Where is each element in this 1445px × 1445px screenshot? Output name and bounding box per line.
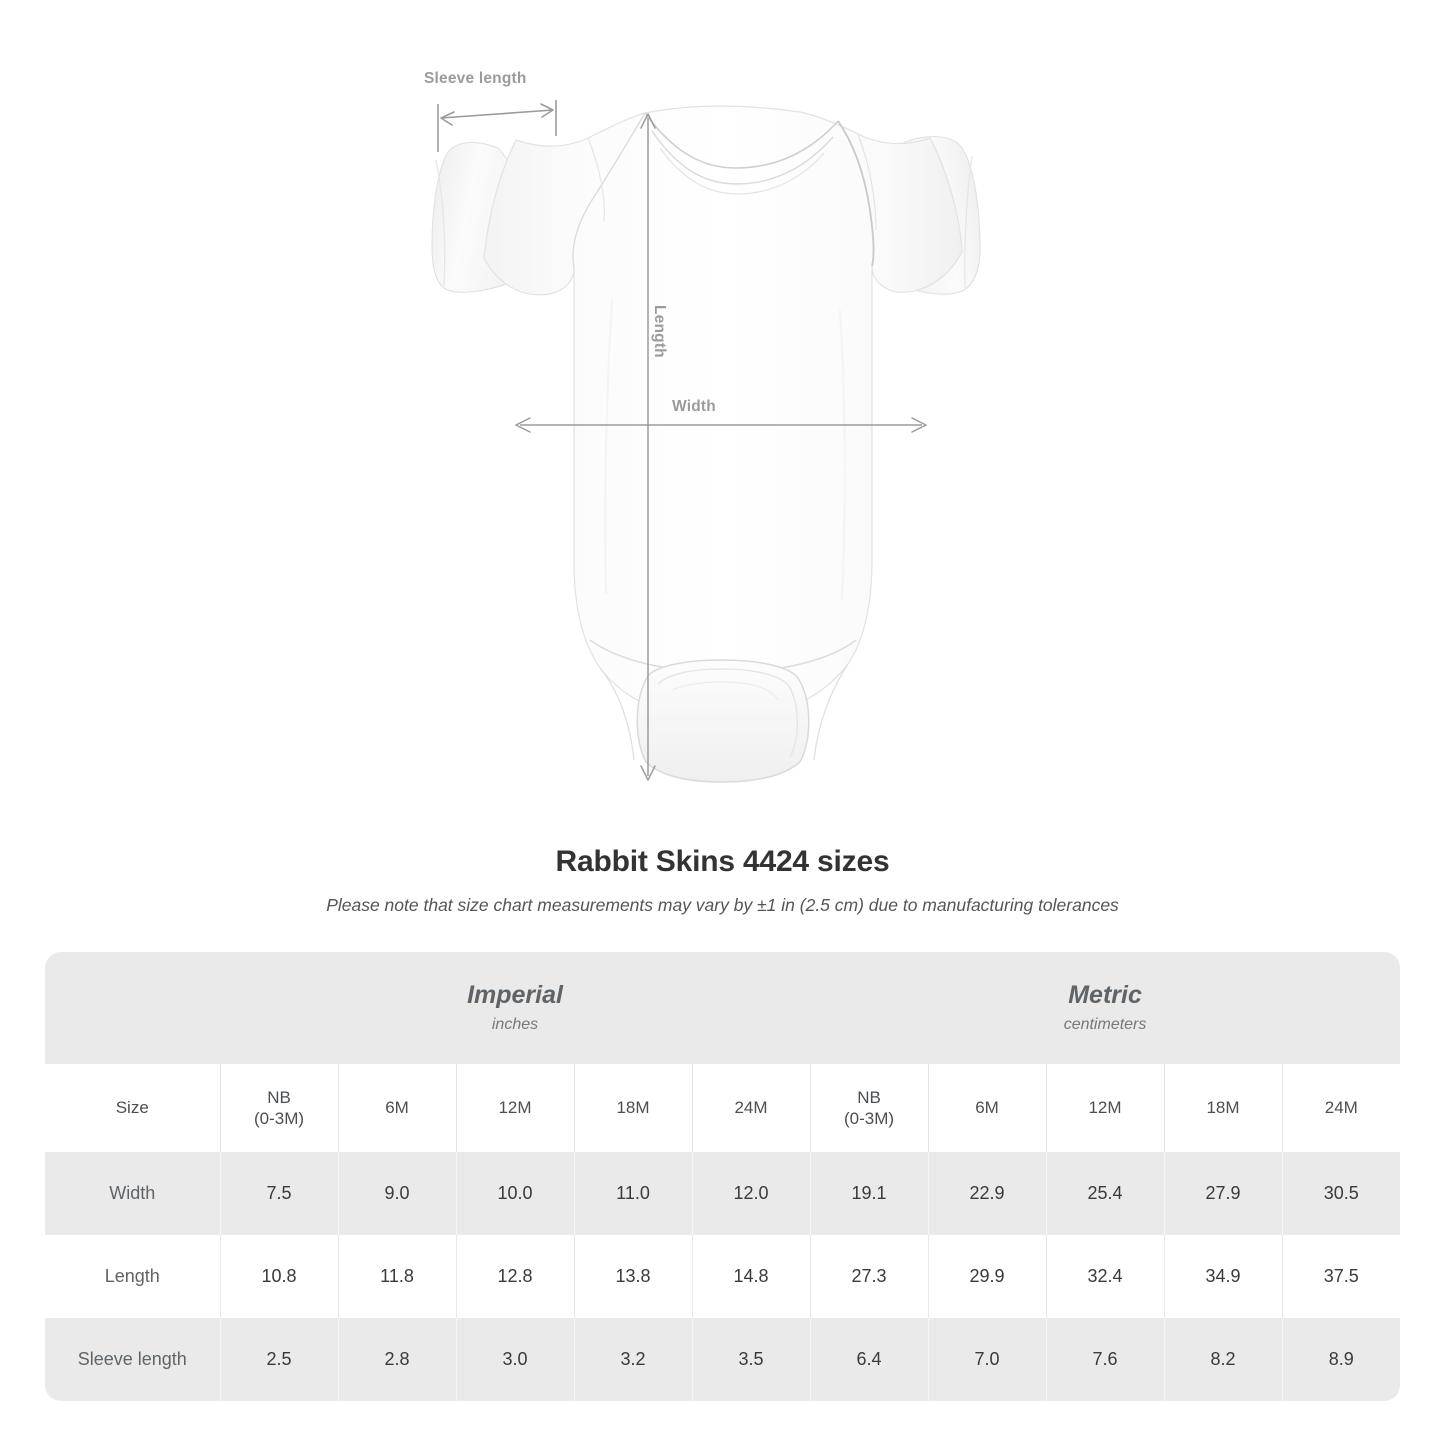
unit-header-metric: Metric centimeters [810,952,1401,1064]
cell-sleeve-3: 3.2 [573,1318,692,1401]
unit-header-imperial: Imperial inches [220,952,811,1064]
cell-sleeve-9: 8.9 [1281,1318,1401,1401]
cell-width-7: 25.4 [1045,1152,1165,1235]
body-fold-right [839,309,846,601]
right-armhole-fold [857,133,877,231]
size-main-6: 6M [975,1098,999,1118]
unit-header-spacer [45,952,220,1064]
right-sleeve-fold [964,155,973,289]
cell-length-8: 34.9 [1163,1235,1283,1318]
cell-sleeve-7: 7.6 [1045,1318,1165,1401]
size-header-cell-6: 6M [927,1064,1047,1152]
left-shoulder-seam [572,112,646,269]
title-block: Rabbit Skins 4424 sizes Please note that… [0,845,1445,916]
cell-width-4: 12.0 [691,1152,811,1235]
cell-sleeve-4: 3.5 [691,1318,811,1401]
size-main-0: NB [267,1087,291,1107]
cell-length-3: 13.8 [573,1235,692,1318]
cell-sleeve-8: 8.2 [1163,1318,1283,1401]
neckline-inner [651,130,834,185]
cell-width-6: 22.9 [927,1152,1047,1235]
cell-width-0: 7.5 [219,1152,338,1235]
size-main-5: NB [857,1087,881,1107]
size-header-label: Size [45,1064,220,1152]
size-table-container: Imperial inches Metric centimeters Size … [45,952,1401,1401]
cell-sleeve-5: 6.4 [809,1318,929,1401]
size-sub-0: (0-3M) [253,1109,305,1128]
left-leg-opening [599,667,635,761]
size-main-3: 18M [616,1098,650,1118]
size-table: Imperial inches Metric centimeters Size … [45,952,1401,1401]
unit-name-imperial: Imperial [467,980,563,1009]
left-armhole-fold [587,137,605,223]
cell-sleeve-1: 2.8 [337,1318,456,1401]
cell-length-1: 11.8 [337,1235,456,1318]
table-row: Width 7.5 9.0 10.0 11.0 12.0 19.1 22.9 2… [45,1152,1401,1235]
right-leg-opening [813,663,849,761]
garment-illustration: Sleeve length Width Length [424,70,981,783]
size-main-8: 18M [1206,1098,1240,1118]
row-label-sleeve-length: Sleeve length [45,1318,220,1401]
unit-sub-imperial: inches [491,1016,539,1034]
unit-header-row: Imperial inches Metric centimeters [45,952,1401,1064]
left-sleeve-fold [435,159,446,287]
cell-length-9: 37.5 [1281,1235,1401,1318]
size-header-cell-9: 24M [1281,1064,1401,1152]
size-main-4: 24M [734,1098,768,1118]
unit-sub-metric: centimeters [1063,1016,1147,1034]
crotch-snap-line [671,681,779,701]
size-header-cell-3: 18M [573,1064,692,1152]
body-fold-left [604,299,613,595]
cell-width-3: 11.0 [573,1152,692,1235]
crotch-flap-seam [657,668,798,758]
sleeve-length-label: Sleeve length [424,70,527,87]
unit-name-metric: Metric [1068,980,1142,1009]
cell-sleeve-6: 7.0 [927,1318,1047,1401]
cell-length-2: 12.8 [455,1235,574,1318]
size-header-cell-1: 6M [337,1064,456,1152]
cell-length-7: 32.4 [1045,1235,1165,1318]
length-dimension [640,113,656,781]
table-row: Length 10.8 11.8 12.8 13.8 14.8 27.3 29.… [45,1235,1401,1318]
size-header-row: Size NB (0-3M) 6M 12M 18M 24M [45,1064,1401,1152]
size-header-cell-7: 12M [1045,1064,1165,1152]
cell-length-0: 10.8 [219,1235,338,1318]
page-title: Rabbit Skins 4424 sizes [555,845,890,878]
size-sub-5: (0-3M) [843,1109,895,1128]
cell-length-4: 14.8 [691,1235,811,1318]
width-dimension [515,417,927,433]
cell-width-8: 27.9 [1163,1152,1283,1235]
width-label: Width [672,398,716,415]
size-header-cell-5: NB (0-3M) [809,1064,929,1152]
neckline-outer [644,112,839,169]
size-main-7: 12M [1088,1098,1122,1118]
cell-width-9: 30.5 [1281,1152,1401,1235]
cell-width-1: 9.0 [337,1152,456,1235]
row-label-width: Width [45,1152,220,1235]
size-main-9: 24M [1324,1098,1358,1118]
size-header-cell-4: 24M [691,1064,811,1152]
crotch-snap-flap [636,659,810,783]
sleeve-dimension [437,100,557,152]
bodysuit-body [483,105,963,720]
cell-length-5: 27.3 [809,1235,929,1318]
size-header-cell-2: 12M [455,1064,574,1152]
length-label: Length [651,305,668,358]
size-main-2: 12M [498,1098,532,1118]
right-shoulder-seam [837,120,875,267]
bodysuit-svg [431,100,981,783]
cell-sleeve-0: 2.5 [219,1318,338,1401]
tolerance-note: Please note that size chart measurements… [326,895,1119,915]
size-main-1: 6M [385,1098,409,1118]
cell-width-5: 19.1 [809,1152,929,1235]
cell-width-2: 10.0 [455,1152,574,1235]
collar-band [659,147,825,195]
cell-sleeve-2: 3.0 [455,1318,574,1401]
table-row: Sleeve length 2.5 2.8 3.0 3.2 3.5 6.4 7.… [45,1318,1401,1401]
size-header-cell-8: 18M [1163,1064,1283,1152]
row-label-length: Length [45,1235,220,1318]
cell-length-6: 29.9 [927,1235,1047,1318]
size-header-cell-0: NB (0-3M) [219,1064,338,1152]
